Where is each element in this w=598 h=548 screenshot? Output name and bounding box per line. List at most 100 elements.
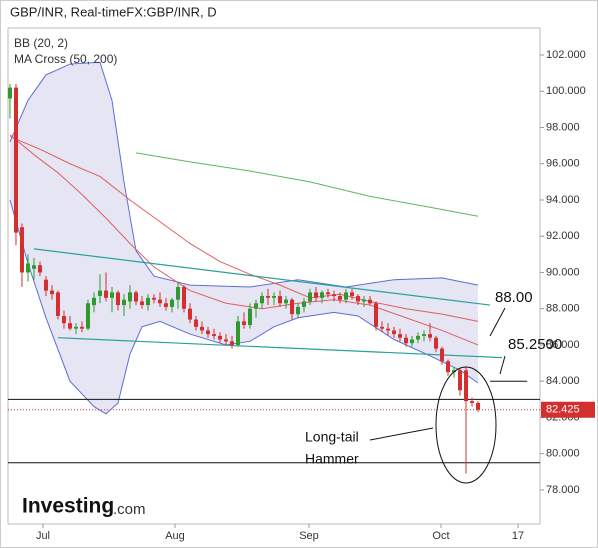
y-tick-label: 96.000 [546, 158, 580, 170]
candle-body [253, 303, 258, 309]
candle-body [320, 292, 325, 298]
candle-body [187, 308, 192, 320]
candle-body [434, 337, 439, 349]
candle-body [416, 335, 421, 340]
annotation: Long-tail [305, 429, 359, 445]
candle-body [446, 361, 451, 373]
candle-body [386, 328, 391, 331]
y-tick-label: 90.000 [546, 266, 580, 278]
candle-body [127, 292, 132, 302]
leader-line [489, 307, 506, 337]
candle-body [49, 290, 54, 295]
candle-body [308, 292, 313, 302]
candle-body [241, 321, 246, 326]
candle-body [344, 292, 349, 300]
x-tick-label: 17 [512, 530, 524, 542]
annotation: Hammer [305, 451, 359, 467]
candle-body [73, 326, 78, 329]
candle-body [211, 334, 216, 336]
candle-body [398, 334, 403, 338]
brand-suffix: .com [113, 501, 146, 518]
ma-line [135, 152, 479, 217]
candle-body [470, 401, 475, 403]
leader-line [499, 355, 506, 375]
y-tick-label: 88.000 [546, 303, 580, 315]
candle-body [139, 301, 144, 306]
y-tick-label: 98.000 [546, 121, 580, 133]
candle-body [115, 292, 120, 306]
candle-body [175, 286, 180, 300]
candle-body [440, 348, 445, 362]
candle-body [464, 370, 469, 402]
highlight-ellipse [435, 366, 497, 484]
chart-title: GBP/INR, Real-timeFX:GBP/INR, D [10, 4, 217, 19]
candle-body [43, 279, 48, 291]
brand-name: Investing [22, 495, 114, 518]
plot-layer [7, 61, 540, 474]
candle-body [13, 87, 18, 233]
candle-body [428, 334, 433, 338]
y-tick-label: 80.000 [546, 448, 580, 460]
y-tick-label: 92.000 [546, 230, 580, 242]
candle-body [67, 323, 72, 329]
candle-body [296, 306, 301, 315]
candle-body [163, 303, 168, 307]
candle-body [326, 292, 331, 295]
candle-body [392, 330, 397, 335]
candle-body [121, 299, 126, 306]
price-tag [541, 401, 595, 418]
candle-body [97, 290, 102, 297]
ma-line [9, 136, 479, 322]
candle-body [368, 299, 373, 304]
y-tick-label: 86.000 [546, 339, 580, 351]
candle-body [79, 326, 84, 329]
candle-body [157, 299, 162, 304]
candle-body [103, 290, 108, 298]
leader-line [369, 427, 434, 441]
candle-body [265, 296, 270, 298]
annotation: 85.2500 [508, 336, 562, 353]
y-tick-label: 100.000 [546, 85, 586, 97]
candle-body [109, 292, 114, 298]
candle-body [169, 299, 174, 307]
candle-body [193, 319, 198, 327]
trend-line [57, 337, 503, 359]
candle-body [151, 297, 156, 300]
candle-body [205, 330, 210, 335]
candle-body [247, 308, 252, 326]
candle-body [229, 341, 234, 345]
candle-body [55, 292, 60, 316]
annotation: 88.00 [495, 289, 533, 306]
candle-body [422, 334, 427, 336]
trend-line [33, 248, 491, 306]
candle-body [410, 339, 415, 344]
candle-body [259, 296, 264, 304]
y-tick-label: 78.000 [546, 484, 580, 496]
candle-body [199, 326, 204, 331]
candle-body [284, 299, 289, 304]
candle-body [362, 299, 367, 302]
candle-body [181, 286, 186, 309]
indicator-label: MA Cross (50, 200) [14, 52, 117, 66]
candle-body [133, 292, 138, 302]
candle-body [332, 294, 337, 297]
candle-body [476, 402, 481, 410]
candle-body [338, 296, 343, 300]
candle-body [374, 303, 379, 327]
candle-body [31, 265, 36, 269]
candle-body [356, 296, 361, 302]
price-tag-label: 82.425 [546, 404, 580, 416]
candle-body [302, 301, 307, 307]
candle-body [404, 337, 409, 344]
candle-body [350, 292, 355, 297]
plot-area [7, 27, 541, 525]
band-fill [9, 62, 479, 414]
candle-body [458, 370, 463, 391]
candle-body [61, 315, 66, 324]
candle-body [380, 326, 385, 329]
candle-body [85, 303, 90, 329]
y-tick-label: 94.000 [546, 194, 580, 206]
candle-body [272, 296, 276, 298]
